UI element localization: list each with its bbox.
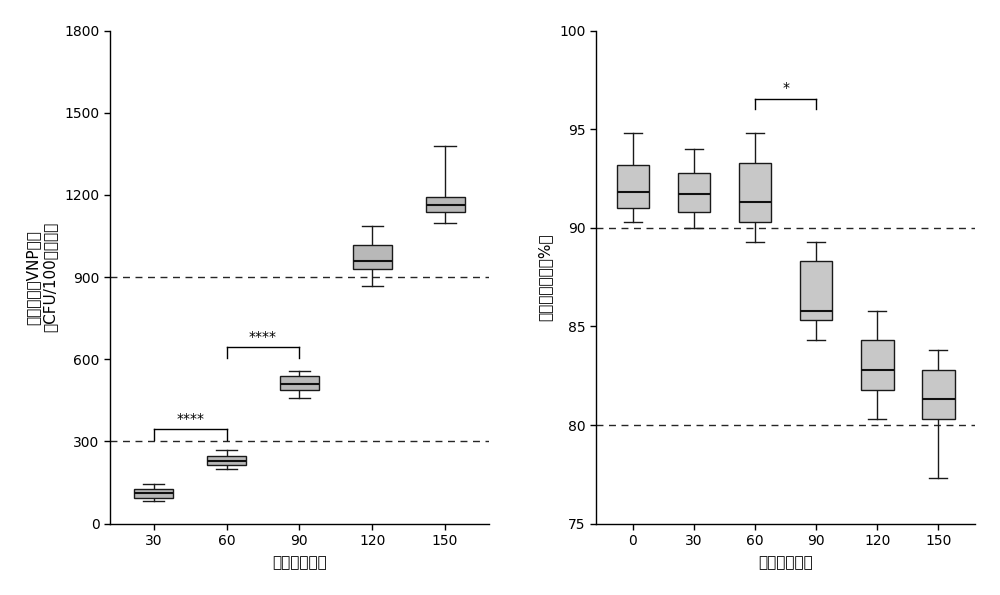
Y-axis label: 巨噬细胞内VNP总数
（CFU/100个细胞）: 巨噬细胞内VNP总数 （CFU/100个细胞） xyxy=(25,222,57,332)
Bar xyxy=(134,488,173,498)
Y-axis label: 活细胞百分比（%）: 活细胞百分比（%） xyxy=(537,233,552,321)
Bar xyxy=(861,340,894,390)
Bar xyxy=(207,456,246,465)
X-axis label: 时间（分钒）: 时间（分钒） xyxy=(758,555,813,570)
Bar xyxy=(617,165,649,208)
Text: ****: **** xyxy=(249,330,277,344)
Bar xyxy=(280,376,319,390)
Bar xyxy=(922,369,955,419)
Bar xyxy=(678,173,710,212)
X-axis label: 时间（分钒）: 时间（分钒） xyxy=(272,555,327,570)
Bar xyxy=(426,197,465,212)
Text: *: * xyxy=(782,82,789,95)
Bar xyxy=(353,245,392,270)
Text: ****: **** xyxy=(176,412,204,426)
Bar xyxy=(739,162,771,222)
Bar xyxy=(800,261,832,321)
